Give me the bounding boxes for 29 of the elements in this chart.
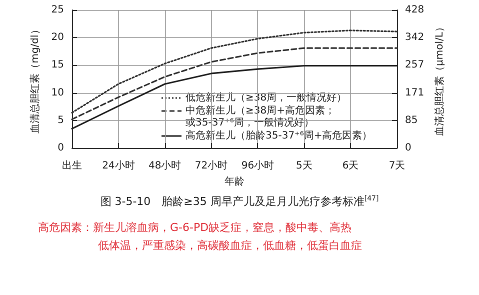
- x-tick-label: 6天: [342, 160, 359, 172]
- x-axis-title: 年龄: [224, 176, 244, 188]
- line-series: [71, 64, 398, 130]
- x-tick-label: 96小时: [241, 160, 274, 172]
- x-tick-label: 7天: [388, 160, 406, 172]
- y2-tick-label: 85: [405, 114, 418, 126]
- y-tick-label: 0: [58, 142, 64, 154]
- y-tick-label: 20: [51, 32, 64, 44]
- text: 低体温，严重感染，高碳酸血症，低血糖，低蛋白血症: [98, 239, 362, 252]
- x-tick-label: 出生: [62, 160, 82, 172]
- x-tick-label: 48小时: [148, 160, 182, 172]
- y2-axis-title: 血清总胆红素（μmol/L）: [433, 22, 446, 136]
- legend-label: 高危新生儿（胎龄35-37⁺⁶周+高危因素）: [186, 130, 372, 142]
- x-tick-label: 72小时: [194, 160, 228, 172]
- legend-label: 中危新生儿（≥38周+高危因素；或35-37⁺⁶周，一般情况好）: [186, 104, 335, 128]
- text: 高危因素：新生儿溶血病，G-6-PD缺乏症，窒息，酸中毒、高热: [38, 221, 352, 234]
- legend-label: 低危新生儿（≥38周，一般情况好）: [186, 92, 347, 104]
- x-tick-label: 5天: [296, 160, 312, 172]
- y2-tick-label: 428: [405, 4, 424, 16]
- y-tick-label: 5: [58, 114, 64, 126]
- y2-tick-label: 0: [405, 142, 412, 154]
- y2-tick-label: 171: [405, 87, 424, 98]
- y2-tick-label: 342: [405, 32, 424, 44]
- y-tick-label: 15: [51, 60, 64, 71]
- y-tick-label: 25: [51, 4, 64, 16]
- y-axis-title: 血清总胆红素（mg/dl）: [28, 24, 41, 134]
- x-tick-label: 24小时: [102, 160, 135, 172]
- y2-tick-label: 257: [405, 60, 424, 71]
- y-tick-label: 10: [51, 87, 64, 98]
